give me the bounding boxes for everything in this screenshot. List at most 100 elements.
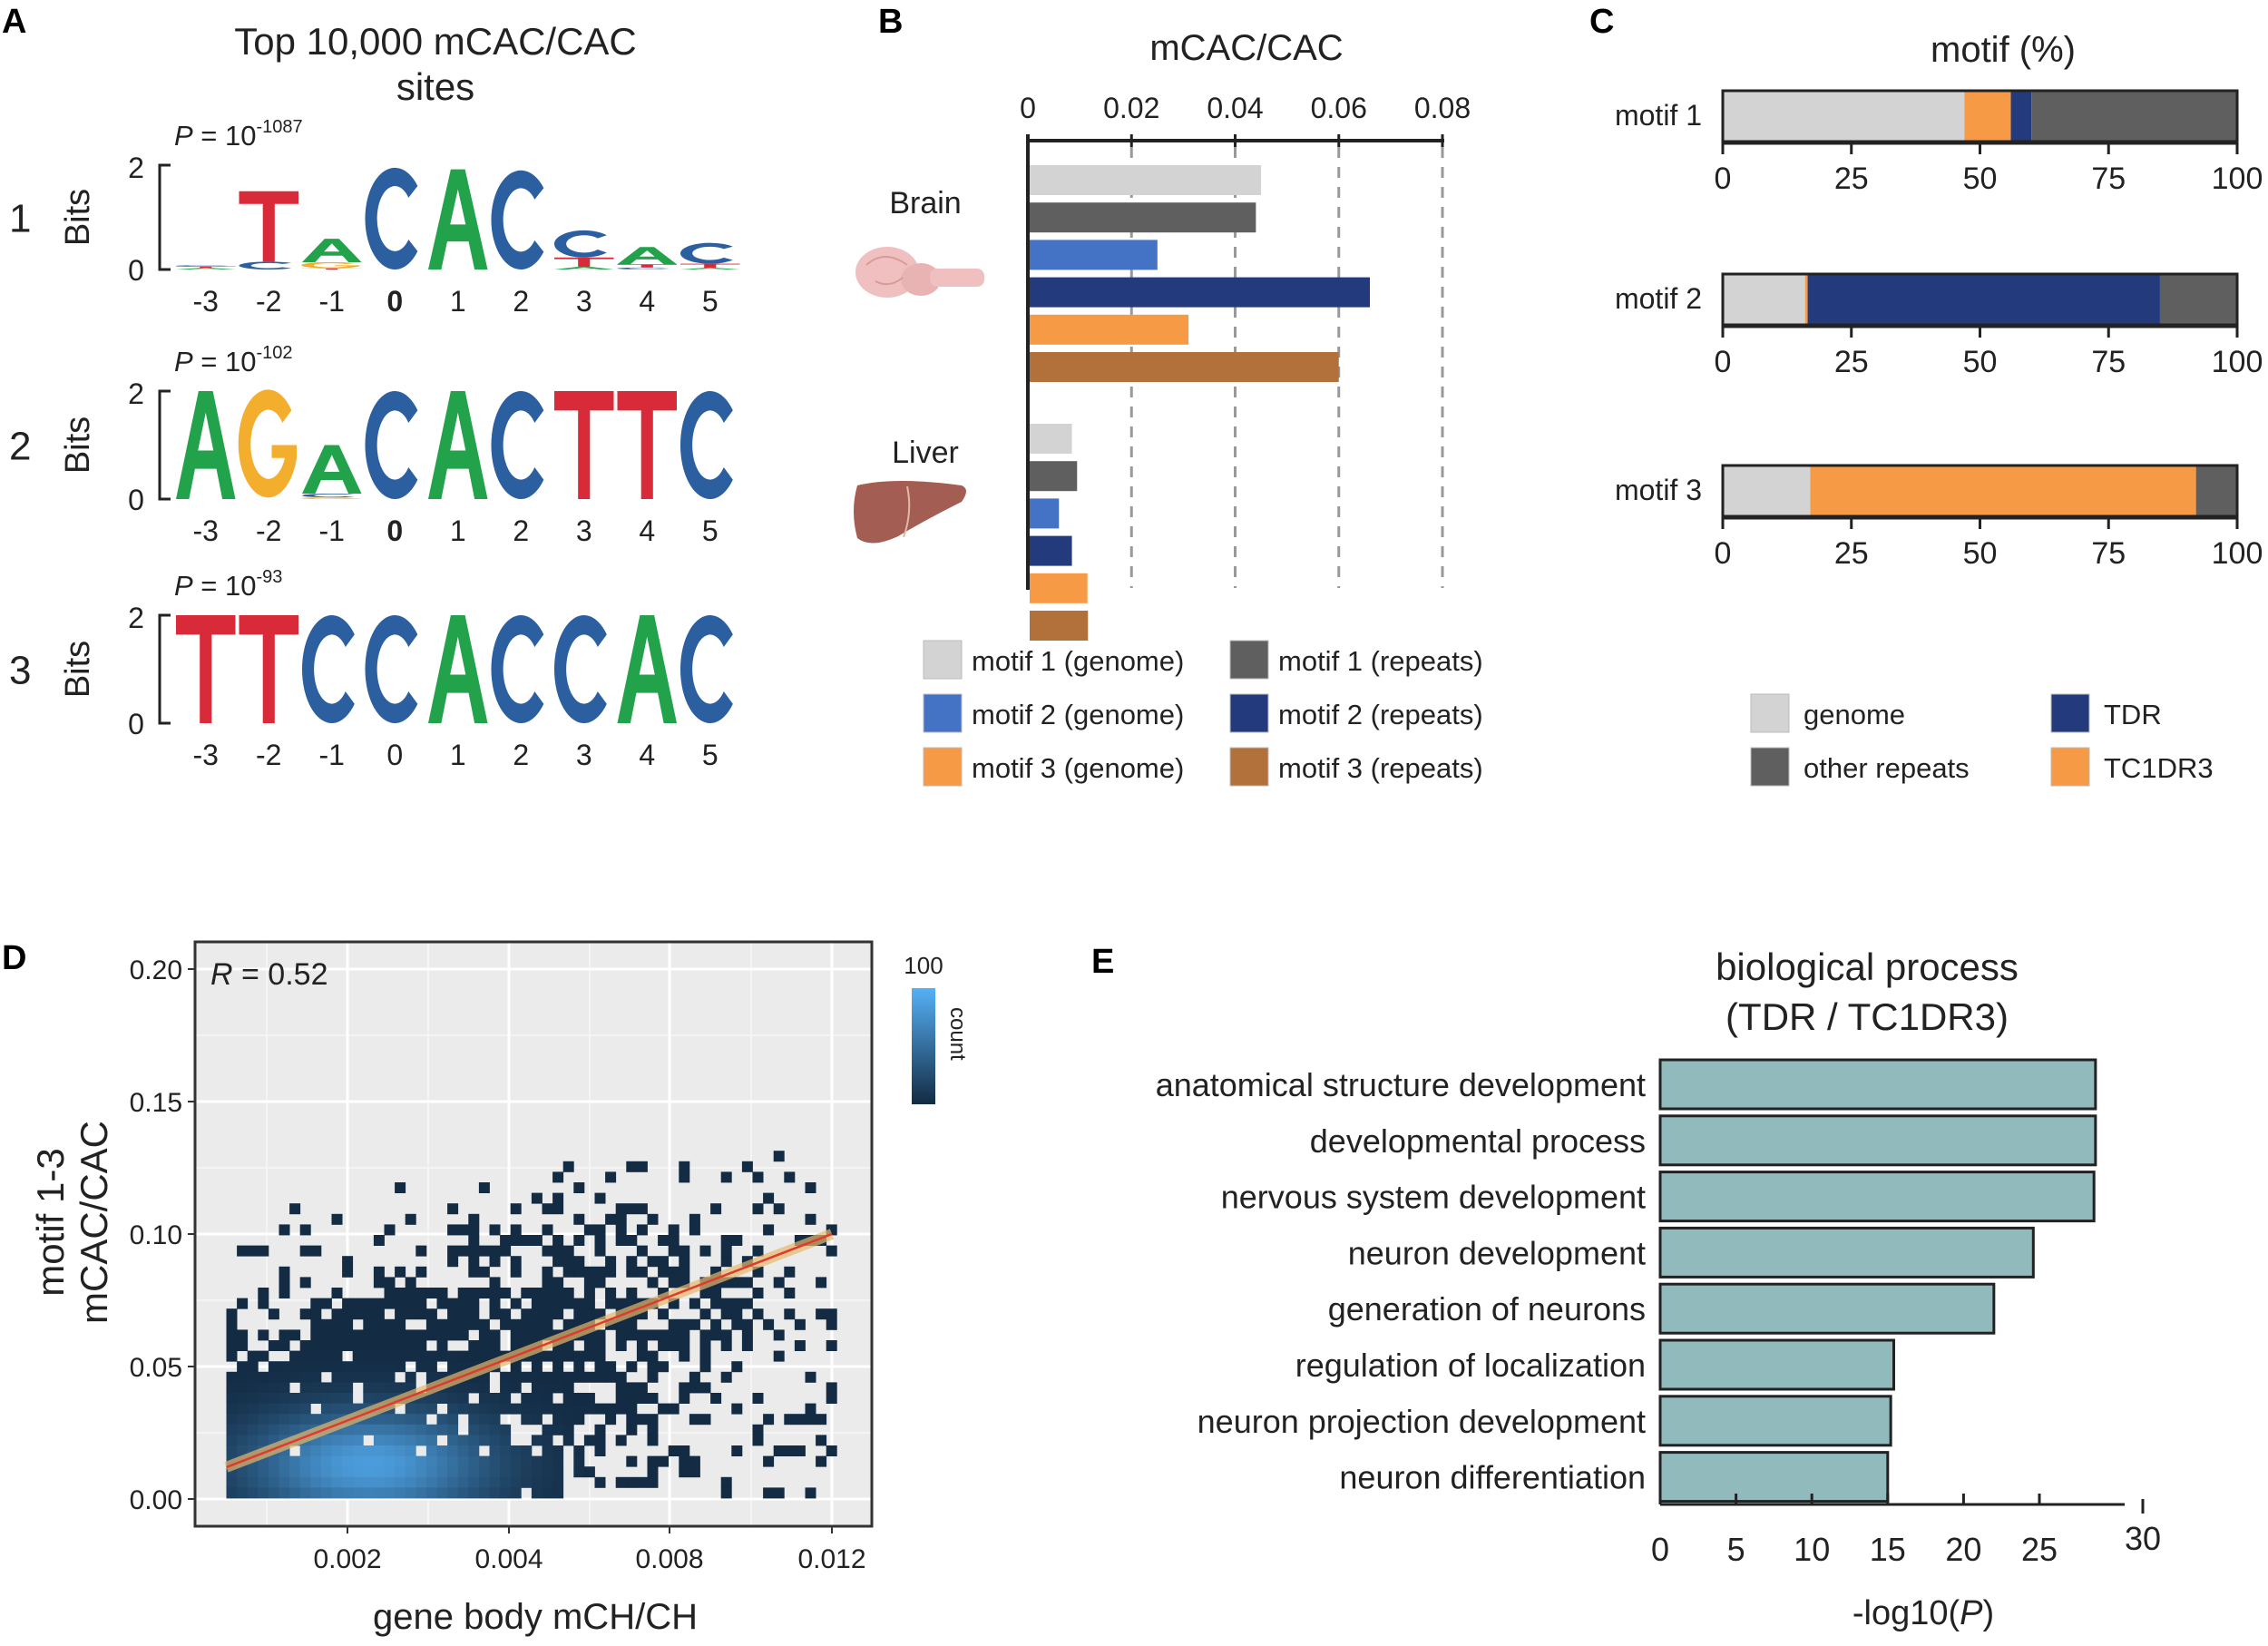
heatmap-cell	[668, 1340, 679, 1351]
heatmap-cell	[583, 1466, 595, 1478]
heatmap-cell	[331, 1371, 343, 1383]
heatmap-cell	[720, 1329, 732, 1341]
heatmap-cell	[542, 1224, 553, 1236]
heatmap-cell	[373, 1487, 385, 1499]
heatmap-cell	[384, 1414, 396, 1426]
legend-label: motif 1 (repeats)	[1278, 645, 1483, 677]
position-label: -1	[319, 514, 345, 547]
heatmap-cell	[699, 1382, 711, 1394]
go-term-label: neuron differentiation	[1339, 1459, 1646, 1496]
heatmap-cell	[710, 1318, 722, 1330]
heatmap-cell	[542, 1203, 553, 1215]
heatmap-cell	[352, 1435, 364, 1446]
heatmap-cell	[310, 1487, 322, 1499]
heatmap-cell	[615, 1235, 627, 1246]
heatmap-cell	[405, 1455, 416, 1467]
heatmap-cell	[478, 1288, 490, 1298]
heatmap-cell	[468, 1414, 480, 1426]
heatmap-cell	[521, 1329, 533, 1341]
heatmap-cell	[647, 1455, 659, 1467]
heatmap-cell	[415, 1455, 427, 1467]
heatmap-cell	[436, 1424, 448, 1435]
x-tick-label: 25	[1834, 345, 1869, 379]
heatmap-cell	[395, 1329, 406, 1341]
heatmap-cell	[258, 1414, 269, 1426]
heatmap-cell	[247, 1350, 259, 1362]
heatmap-cell	[573, 1455, 585, 1467]
heatmap-cell	[521, 1414, 533, 1426]
heatmap-cell	[615, 1371, 627, 1383]
heatmap-cell	[363, 1445, 375, 1456]
y-tick-label: 0.10	[130, 1220, 182, 1250]
go-bar	[1658, 1395, 1892, 1447]
heatmap-cell	[615, 1213, 627, 1225]
heatmap-cell	[331, 1361, 343, 1373]
p-base: = 10	[193, 570, 257, 602]
heatmap-cell	[626, 1203, 638, 1215]
x-tick-label: 0	[1715, 536, 1732, 571]
legend-swatch	[923, 747, 963, 787]
heatmap-cell	[583, 1403, 595, 1415]
heatmap-cell	[258, 1466, 269, 1478]
bar-brain-5	[1030, 352, 1339, 382]
heatmap-cell	[373, 1393, 385, 1404]
y-axis-label: Bits	[59, 189, 97, 246]
heatmap-cell	[531, 1466, 543, 1478]
heatmap-cell	[373, 1350, 385, 1362]
heatmap-cell	[763, 1414, 775, 1426]
heatmap-cell	[436, 1455, 448, 1467]
heatmap-cell	[331, 1340, 343, 1351]
heatmap-cell	[373, 1340, 385, 1351]
y-axis-label: Bits	[59, 641, 97, 698]
heatmap-cell	[647, 1329, 659, 1341]
heatmap-cell	[237, 1361, 249, 1373]
heatmap-cell	[468, 1403, 480, 1415]
segment-other-repeats	[2159, 274, 2237, 325]
logo-letter-T	[617, 391, 677, 499]
heatmap-cell	[299, 1403, 311, 1415]
go-term-label: neuron projection development	[1198, 1403, 1646, 1440]
heatmap-cell	[447, 1318, 459, 1330]
heatmap-cell	[679, 1329, 690, 1341]
heatmap-cell	[763, 1455, 775, 1467]
heatmap-cell	[363, 1371, 375, 1383]
heatmap-cell	[342, 1329, 354, 1341]
heatmap-cell	[626, 1455, 638, 1467]
heatmap-cell	[720, 1171, 732, 1183]
heatmap-cell	[415, 1288, 427, 1298]
chart-title: biological process	[1716, 945, 2019, 988]
segment-other-repeats	[2195, 465, 2237, 516]
position-label: -3	[193, 514, 219, 547]
bar-brain-3	[1030, 277, 1371, 308]
heatmap-cell	[594, 1445, 606, 1456]
y-tick-label: 2	[128, 602, 144, 634]
heatmap-cell	[258, 1288, 269, 1298]
heatmap-cell	[373, 1382, 385, 1394]
heatmap-cell	[552, 1288, 564, 1298]
heatmap-cell	[615, 1403, 627, 1415]
heatmap-cell	[626, 1288, 638, 1298]
heatmap-cell	[531, 1192, 543, 1204]
heatmap-cell	[489, 1445, 501, 1456]
heatmap-cell	[626, 1235, 638, 1246]
heatmap-cell	[363, 1350, 375, 1362]
heatmap-cell	[447, 1435, 459, 1446]
heatmap-cell	[805, 1182, 816, 1193]
heatmap-cell	[279, 1403, 290, 1415]
heatmap-cell	[573, 1361, 585, 1373]
heatmap-cell	[562, 1414, 574, 1426]
logo-letter-A	[302, 445, 362, 495]
heatmap-cell	[247, 1424, 259, 1435]
heatmap-cell	[573, 1213, 585, 1225]
panel-label-b: B	[878, 3, 903, 41]
heatmap-cell	[415, 1414, 427, 1426]
heatmap-cell	[826, 1445, 837, 1456]
heatmap-cell	[247, 1403, 259, 1415]
heatmap-cell	[531, 1414, 543, 1426]
heatmap-cell	[342, 1445, 354, 1456]
segment-TC1DR3	[1810, 465, 2196, 516]
heatmap-cell	[478, 1245, 490, 1257]
heatmap-cell	[331, 1435, 343, 1446]
heatmap-cell	[373, 1235, 385, 1246]
legend-label: motif 2 (repeats)	[1278, 699, 1483, 730]
